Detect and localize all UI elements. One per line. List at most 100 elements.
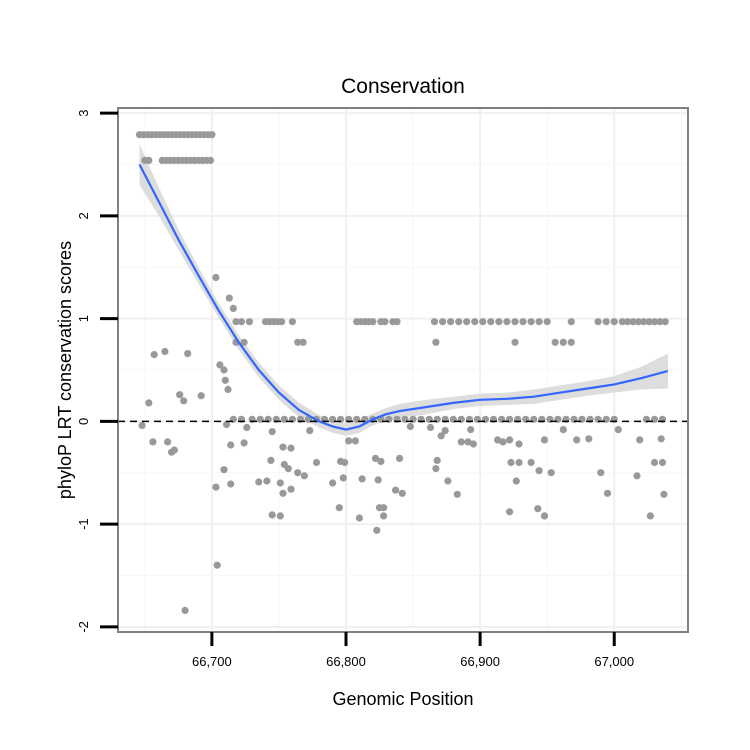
data-point [618,318,626,326]
data-point [457,438,465,446]
data-point [432,338,440,346]
data-point [268,428,276,436]
y-tick-label: 2 [76,212,91,219]
data-point [426,423,435,432]
data-point [268,511,276,519]
data-point [540,436,549,444]
data-point [371,454,380,462]
data-point [567,318,575,326]
data-point [499,438,507,446]
data-point [197,392,205,400]
data-point [406,422,414,431]
data-point [287,444,295,452]
data-point [610,318,618,326]
x-axis-label: Genomic Position [332,689,473,709]
data-point [507,458,515,467]
data-point [208,131,216,139]
data-point [656,318,664,326]
y-axis-label: phyloP LRT conservation scores [55,241,75,499]
data-point [503,318,511,326]
data-point [267,456,275,464]
data-point [441,427,449,435]
plot-panel-border [117,107,689,633]
data-point [184,350,192,358]
x-tick-label: 66,900 [460,654,500,669]
data-point [339,474,347,482]
data-point [519,318,527,326]
data-point [145,399,153,407]
data-point [306,427,314,435]
data-point [633,472,641,480]
data-point [430,318,439,326]
data-point [227,480,235,488]
smooth-trend-line [138,163,669,431]
data-point [181,606,189,615]
data-point [229,304,237,312]
data-point [455,318,463,326]
data-point [629,318,637,326]
data-point [287,485,295,493]
data-point [551,338,559,346]
data-point [232,318,240,326]
data-point [511,318,519,326]
data-point [276,512,284,520]
y-tick-label: -1 [76,518,91,530]
data-point [547,469,555,477]
data-point [453,490,461,498]
data-point [216,361,224,369]
data-point [170,446,178,454]
data-point [223,420,231,429]
data-point [221,376,229,384]
data-point [329,479,337,487]
data-point [437,432,445,440]
data-point [597,469,605,477]
data-point [240,439,248,447]
data-point [636,436,644,444]
data-point [479,318,487,326]
data-point [469,440,477,448]
x-axis-ticks: 66,700 66,800 66,900 67,000 [192,632,634,669]
data-point [299,338,307,346]
data-point [515,440,523,448]
data-point [463,318,471,326]
data-point [640,318,648,326]
data-point [237,318,245,326]
data-point [447,318,455,326]
data-point [527,458,535,467]
data-point [300,472,308,480]
data-point [288,318,296,326]
data-point [284,465,292,473]
data-point [276,479,284,487]
scatter-points [135,131,669,615]
data-point [506,508,514,516]
data-point [279,443,287,451]
data-point [212,483,220,491]
data-point [614,426,622,434]
data-point [369,318,377,326]
data-point [240,338,248,346]
data-point [341,458,349,467]
data-point [245,318,253,326]
data-point [335,504,343,512]
data-point [392,486,400,494]
data-point [355,514,363,522]
data-point [374,476,382,484]
data-point [559,338,567,346]
y-tick-label: 1 [76,315,91,322]
data-point [176,391,184,399]
data-point [439,318,447,326]
data-point [543,318,551,326]
data-point [380,504,388,512]
data-point [225,294,233,302]
data-point [396,454,404,462]
data-point [464,438,472,446]
data-point [585,435,593,443]
data-point [358,475,366,483]
data-point [535,318,543,326]
y-tick-label: 3 [76,110,91,117]
data-point [180,397,188,405]
data-point [645,318,653,326]
data-point [511,338,519,346]
y-tick-label: -2 [76,621,91,633]
